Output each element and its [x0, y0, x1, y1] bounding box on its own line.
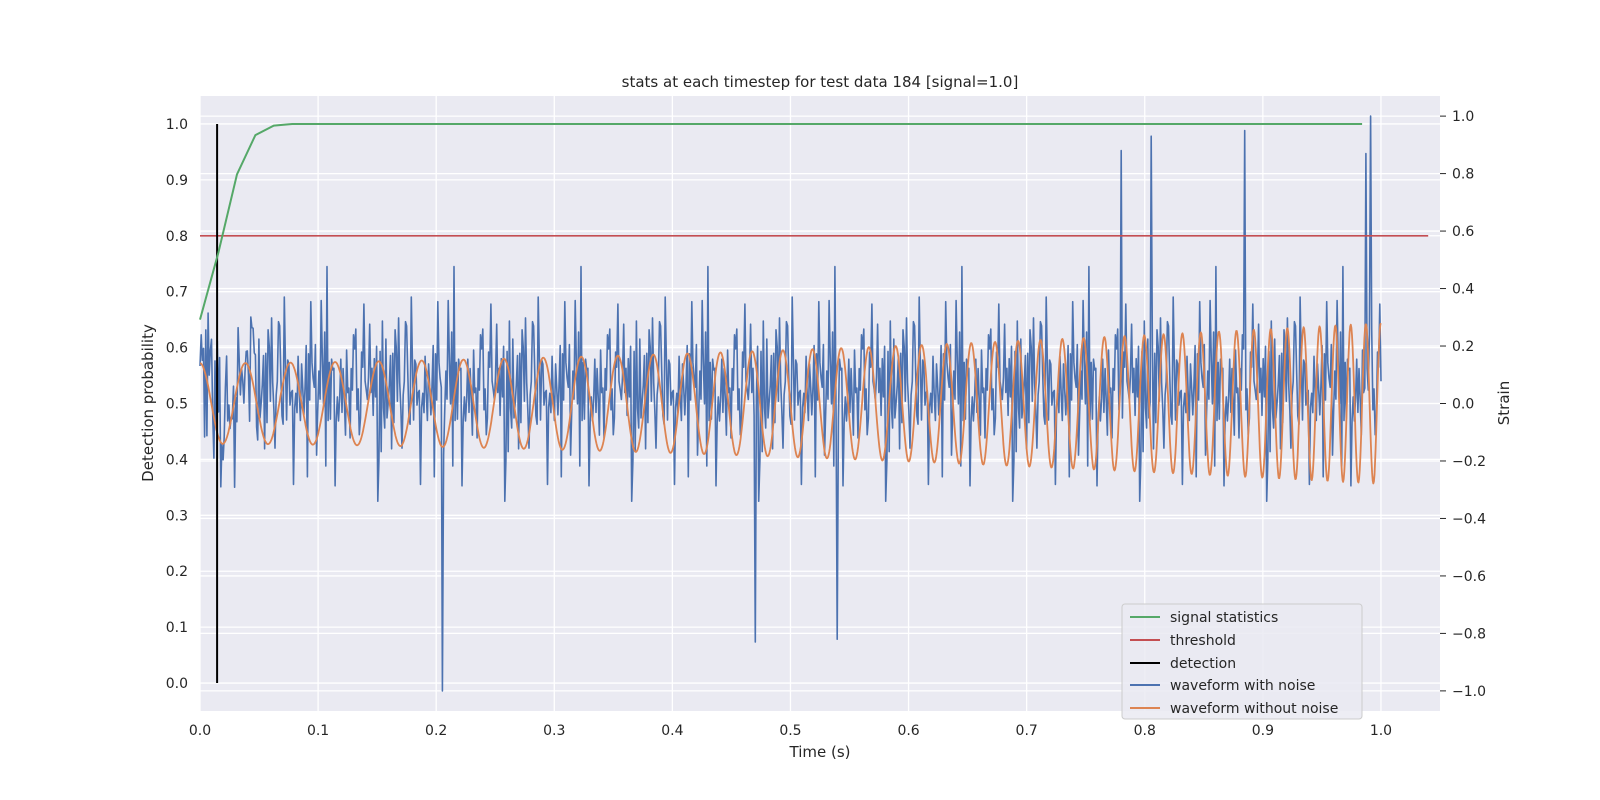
- y-axis-label-right: Strain: [1495, 381, 1513, 425]
- y-tick-label-right: 0.6: [1452, 224, 1474, 240]
- x-ticks: 0.0 0.1 0.2 0.3 0.4 0.5 0.6 0.7 0.8 0.9 1.0: [189, 723, 1392, 739]
- legend-label-threshold: threshold: [1170, 633, 1236, 649]
- y-ticks-left: 0.0 0.1 0.2 0.3 0.4 0.5 0.6 0.7 0.8 0.9 1.0: [166, 117, 188, 692]
- y-axis-label-left: Detection probability: [139, 324, 157, 482]
- x-tick-label: 0.1: [307, 723, 329, 739]
- x-tick-label: 0.8: [1134, 723, 1156, 739]
- legend-label-signal-statistics: signal statistics: [1170, 610, 1278, 626]
- legend-label-waveform-without-noise: waveform without noise: [1170, 701, 1338, 717]
- y-tick-label-left: 0.0: [166, 676, 188, 692]
- series-signal-statistics: [199, 123, 1363, 320]
- y-tick-label-right: 0.0: [1452, 397, 1474, 413]
- y-tick-label-left: 0.6: [166, 341, 188, 357]
- y-tick-label-right: 0.4: [1452, 282, 1474, 298]
- y-tick-label-left: 0.2: [166, 564, 188, 580]
- y-tick-label-left: 0.8: [166, 229, 188, 245]
- x-tick-label: 0.7: [1016, 723, 1038, 739]
- plot-lines: [199, 115, 1429, 692]
- legend-label-detection: detection: [1170, 656, 1236, 672]
- y-tick-label-right: −1.0: [1452, 684, 1486, 700]
- x-tick-label: 1.0: [1370, 723, 1392, 739]
- x-tick-label: 0.5: [779, 723, 801, 739]
- y-tick-label-left: 0.9: [166, 173, 188, 189]
- y-tick-label-right: 0.2: [1452, 339, 1474, 355]
- x-tick-label: 0.4: [661, 723, 683, 739]
- y-tick-label-right: −0.8: [1452, 626, 1486, 642]
- legend-label-waveform-with-noise: waveform with noise: [1170, 678, 1315, 694]
- x-tick-label: 0.3: [543, 723, 565, 739]
- y-tick-label-left: 0.1: [166, 620, 188, 636]
- x-tick-label: 0.6: [897, 723, 919, 739]
- x-tick-label: 0.9: [1252, 723, 1274, 739]
- y-tick-label-left: 1.0: [166, 117, 188, 133]
- x-tick-label: 0.0: [189, 723, 211, 739]
- y-ticks-right: −1.0 −0.8 −0.6 −0.4 −0.2 0.0 0.2 0.4 0.6 0.8 1.0: [1440, 109, 1486, 700]
- y-tick-label-right: 1.0: [1452, 109, 1474, 125]
- x-axis-label: Time (s): [789, 743, 851, 761]
- chart-title: stats at each timestep for test data 184…: [622, 73, 1019, 91]
- y-tick-label-right: 0.8: [1452, 167, 1474, 183]
- y-tick-label-right: −0.6: [1452, 569, 1486, 585]
- series-waveform-with-noise: [199, 115, 1382, 692]
- y-tick-label-right: −0.2: [1452, 454, 1486, 470]
- legend: signal statistics threshold detection wa…: [1121, 603, 1363, 720]
- y-tick-label-left: 0.4: [166, 452, 188, 468]
- x-tick-label: 0.2: [425, 723, 447, 739]
- legend-box: [1121, 603, 1363, 720]
- y-tick-label-left: 0.3: [166, 508, 188, 524]
- y-tick-label-left: 0.7: [166, 285, 188, 301]
- y-tick-label-left: 0.5: [166, 397, 188, 413]
- series-waveform-without-noise: [199, 322, 1382, 485]
- y-tick-label-right: −0.4: [1452, 511, 1486, 527]
